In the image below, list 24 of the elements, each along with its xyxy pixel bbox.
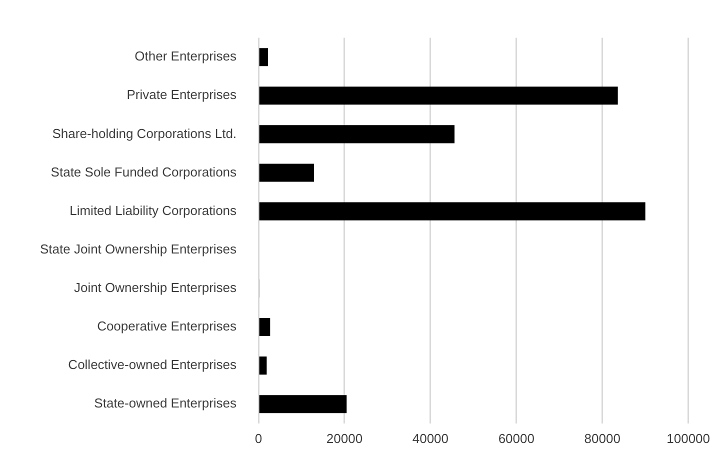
bar [259,48,268,66]
x-tick-label: 40000 [412,430,449,446]
x-tick-label: 80000 [584,430,620,446]
y-tick-label: Private Enterprises [126,87,238,102]
y-tick-label: Limited Liability Corporations [70,202,238,218]
bar [259,202,646,220]
x-tick-label: 20000 [326,430,363,446]
x-tick-label: 0 [254,430,262,446]
y-tick-label: Share-holding Corporations Ltd. [52,126,237,141]
y-tick-label: Joint Ownership Enterprises [74,280,238,296]
y-tick-label: State Joint Ownership Enterprises [40,241,238,256]
y-tick-label: Other Enterprises [134,48,238,64]
y-tick-label: Collective-owned Enterprises [68,357,238,372]
bar [259,125,455,144]
y-tick-label: Cooperative Enterprises [97,318,238,334]
bar [259,318,270,336]
bar [259,395,347,414]
y-tick-label: State Sole Funded Corporations [50,164,238,180]
x-tick-label: 100000 [666,430,710,446]
bar [259,164,314,182]
y-tick-label: State-owned Enterprises [94,396,238,411]
x-tick-label: 60000 [498,430,534,446]
bar [259,356,267,375]
bar [259,86,618,105]
